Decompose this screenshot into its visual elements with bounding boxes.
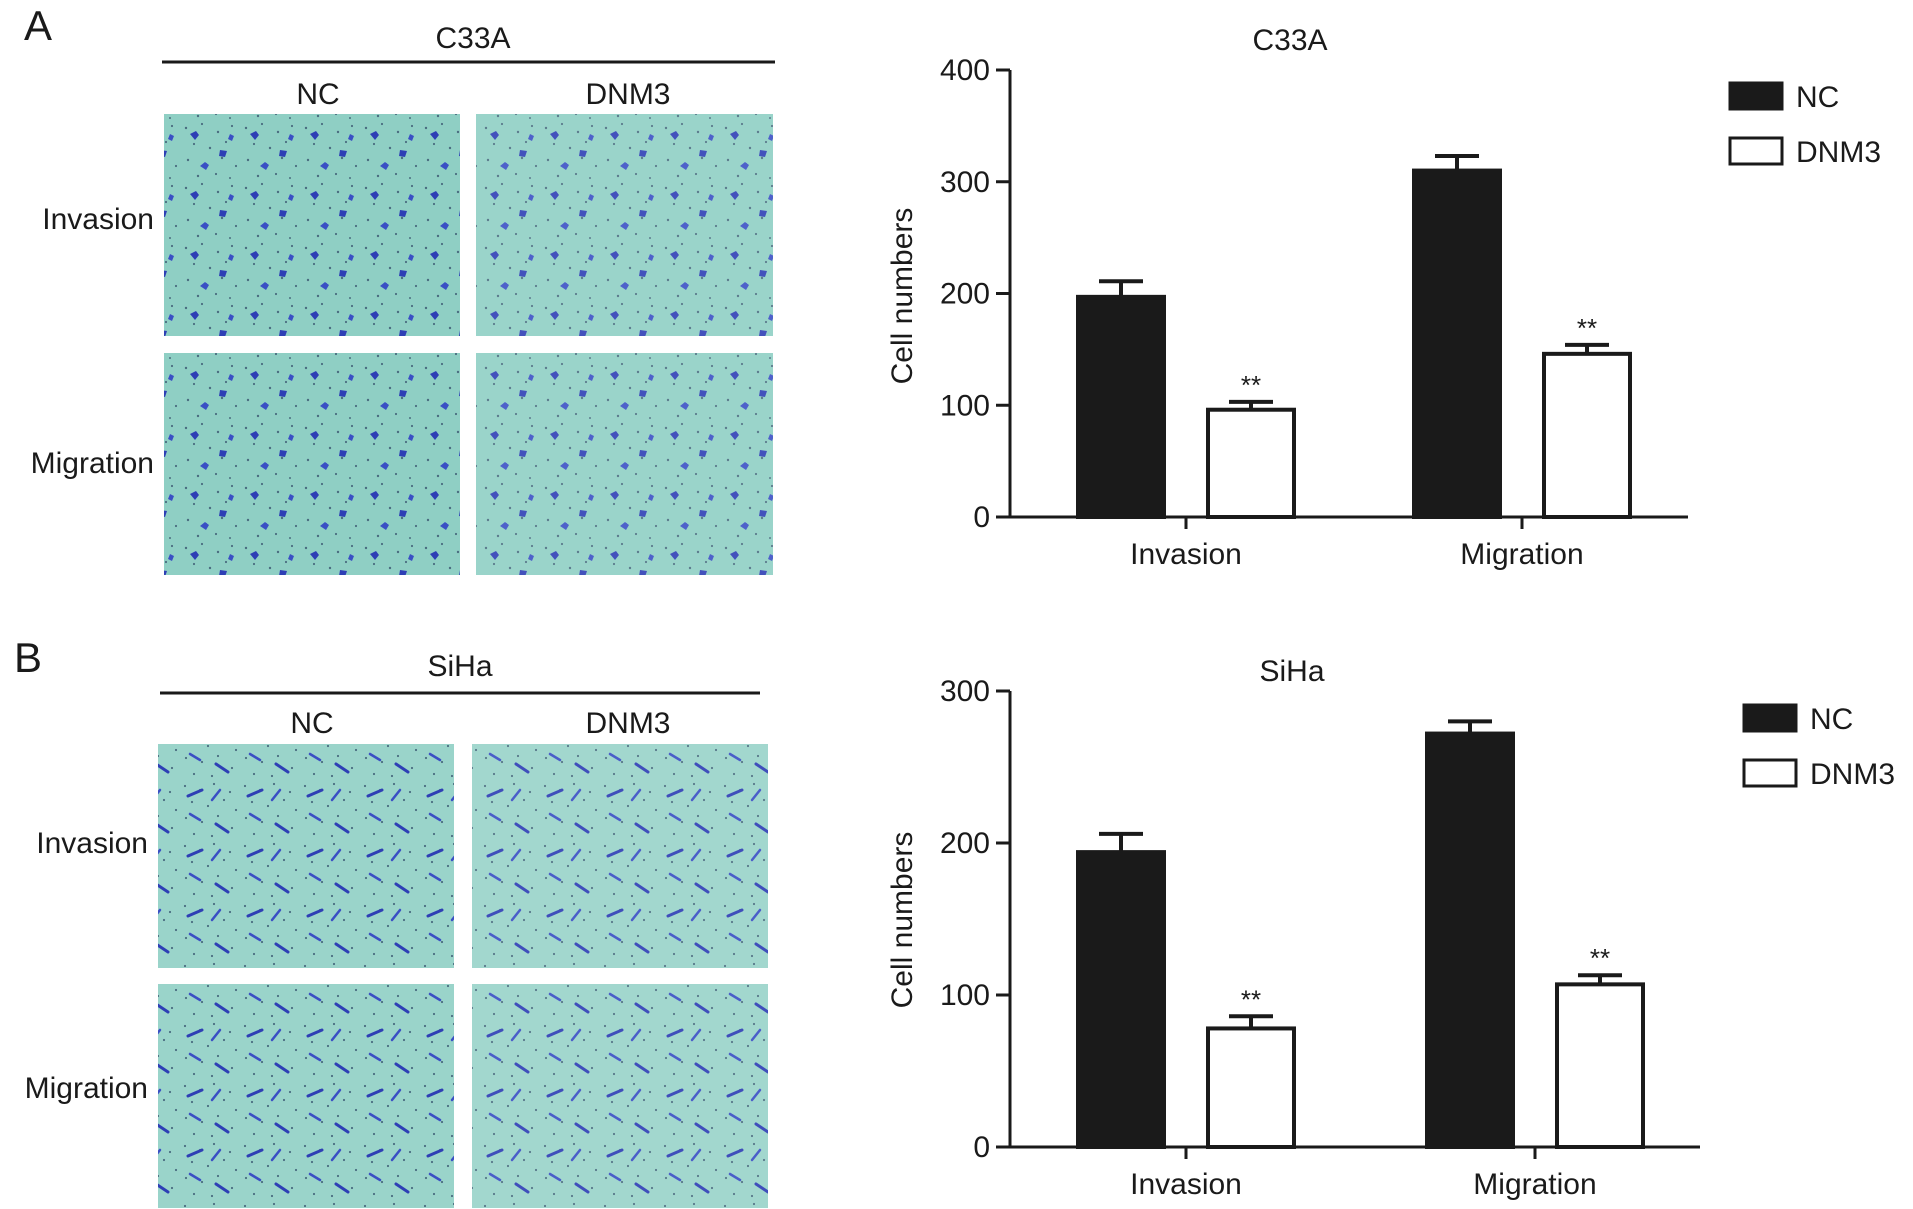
panel-b-row-label-migration: Migration xyxy=(25,1072,148,1105)
panel-b-col-label-dnm3: DNM3 xyxy=(585,707,670,740)
micrograph-b-dnm3-invasion xyxy=(472,744,768,968)
micrograph-a-dnm3-invasion xyxy=(476,114,773,336)
chart-title: SiHa xyxy=(1259,655,1324,688)
y-tick-label: 200 xyxy=(940,278,990,311)
plot-area: 0 100 200 300 400 Invasion ** Migration ** xyxy=(940,54,1688,571)
micrograph-a-dnm3-migration xyxy=(476,353,773,575)
bar-dnm3-migration xyxy=(1542,351,1632,519)
micrograph-b-nc-migration xyxy=(158,984,454,1208)
bar-nc-invasion xyxy=(1076,294,1166,520)
panel-b-col-label-nc: NC xyxy=(290,707,333,740)
bar-chart-c33a: C33A Cell numbers 0 100 200 300 400 Invasion *… xyxy=(886,24,1881,571)
y-tick-label: 300 xyxy=(940,166,990,199)
legend: NC DNM3 xyxy=(1742,703,1895,791)
micrograph-b-nc-invasion xyxy=(158,744,454,968)
legend-swatch-dnm3 xyxy=(1728,136,1784,166)
micrograph-a-nc-migration xyxy=(164,353,460,575)
panel-a-row-label-invasion: Invasion xyxy=(42,203,154,236)
panel-a-col-label-nc: NC xyxy=(296,78,339,111)
legend-swatch-dnm3 xyxy=(1742,758,1798,788)
y-tick-label: 0 xyxy=(973,501,990,534)
chart-title: C33A xyxy=(1252,24,1327,57)
micrograph-a-nc-invasion xyxy=(164,114,460,336)
y-tick-label: 0 xyxy=(973,1131,990,1164)
legend-label-nc: NC xyxy=(1796,81,1839,114)
bar-dnm3-invasion xyxy=(1206,1026,1296,1149)
significance-label: ** xyxy=(1241,370,1261,400)
legend-label-nc: NC xyxy=(1810,703,1853,736)
x-tick-label: Invasion xyxy=(1130,538,1242,571)
significance-label: ** xyxy=(1241,984,1261,1014)
y-axis-label: Cell numbers xyxy=(886,208,919,385)
x-tick-label: Invasion xyxy=(1130,1168,1242,1201)
y-tick-label: 400 xyxy=(940,54,990,87)
legend-swatch-nc xyxy=(1728,81,1784,111)
significance-label: ** xyxy=(1577,313,1597,343)
plot-area: 0 100 200 300 Invasion ** Migration ** xyxy=(940,675,1700,1201)
panel-a-images: A C33A NC DNM3 Invasion Migration xyxy=(24,2,775,575)
legend-label-dnm3: DNM3 xyxy=(1810,758,1895,791)
legend: NC DNM3 xyxy=(1728,81,1881,169)
x-tick-label: Migration xyxy=(1460,538,1583,571)
bar-dnm3-invasion xyxy=(1206,407,1296,519)
y-tick-label: 300 xyxy=(940,675,990,708)
bar-nc-invasion xyxy=(1076,850,1166,1149)
y-axis-label: Cell numbers xyxy=(886,832,919,1009)
significance-label: ** xyxy=(1590,943,1610,973)
panel-b-row-label-invasion: Invasion xyxy=(36,827,148,860)
panel-a-letter: A xyxy=(24,2,52,49)
micrograph-b-dnm3-migration xyxy=(472,984,768,1208)
bar-chart-siha: SiHa Cell numbers 0 100 200 300 Invasion ** Mi… xyxy=(886,655,1895,1201)
panel-a-cell-line-label: C33A xyxy=(435,22,510,55)
panel-b-cell-line-label: SiHa xyxy=(427,650,492,683)
y-tick-label: 100 xyxy=(940,389,990,422)
y-tick-label: 100 xyxy=(940,979,990,1012)
legend-swatch-nc xyxy=(1742,703,1798,733)
panel-b-images: B SiHa NC DNM3 Invasion Migration xyxy=(14,634,768,1208)
bar-dnm3-migration xyxy=(1555,982,1645,1149)
panel-b-letter: B xyxy=(14,634,42,681)
bar-nc-migration xyxy=(1412,168,1502,519)
x-tick-label: Migration xyxy=(1473,1168,1596,1201)
panel-a-row-label-migration: Migration xyxy=(31,447,154,480)
legend-label-dnm3: DNM3 xyxy=(1796,136,1881,169)
bar-nc-migration xyxy=(1425,731,1515,1149)
panel-a-col-label-dnm3: DNM3 xyxy=(585,78,670,111)
y-tick-label: 200 xyxy=(940,827,990,860)
